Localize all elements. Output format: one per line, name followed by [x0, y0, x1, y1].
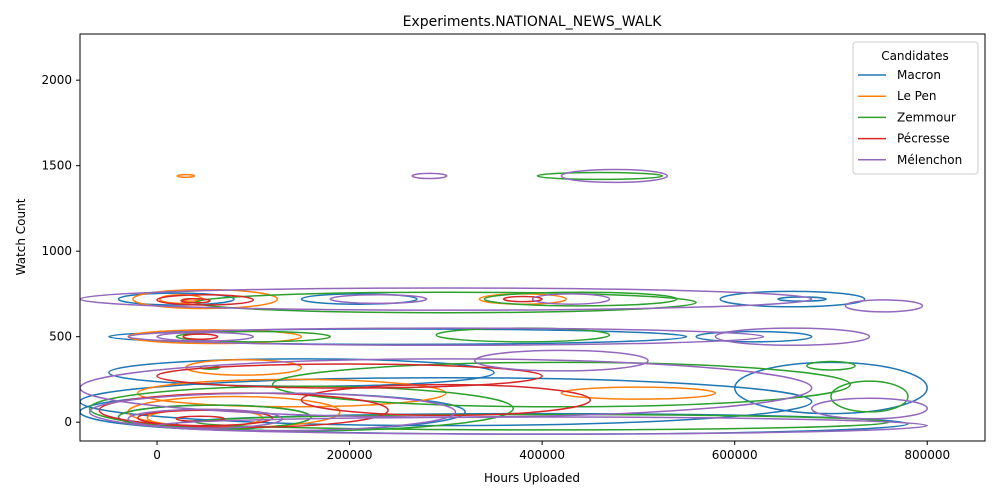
contour-mlenchon-14 — [156, 416, 928, 435]
contour-lepen-4 — [478, 293, 567, 305]
contour-mlenchon-6 — [127, 327, 765, 346]
contour-mlenchon-8 — [156, 331, 255, 342]
contour-mlenchon-7 — [714, 327, 871, 346]
y-tick-label: 1000 — [41, 244, 72, 258]
x-axis-label: Hours Uploaded — [484, 471, 580, 485]
contour-macron-7 — [733, 361, 928, 415]
legend-entry: Le Pen — [897, 89, 936, 103]
contour-mlenchon-4 — [531, 293, 611, 305]
contour-lepen-7 — [560, 386, 717, 400]
x-axis: 0 200000 400000 600000 800000 — [153, 441, 950, 462]
legend-entry: Zemmour — [897, 110, 956, 124]
legend-entry: Pécresse — [897, 132, 950, 146]
contour-mlenchon-11 — [810, 397, 928, 420]
legend-entry: Mélenchon — [897, 153, 962, 167]
y-tick-label: 2000 — [41, 73, 72, 87]
x-tick-label: 800000 — [904, 448, 950, 462]
contour-zemmour-8 — [830, 380, 909, 413]
contour-pcresse-0 — [156, 294, 255, 306]
chart-title: Experiments.NATIONAL_NEWS_WALK — [403, 14, 663, 30]
legend-entry: Macron — [897, 68, 941, 82]
contour-macron-1 — [300, 293, 418, 305]
contour-macron-8 — [80, 376, 813, 427]
contour-layer — [80, 168, 928, 435]
contour-zemmour-5 — [806, 360, 856, 371]
contour-lepen-1 — [132, 288, 279, 310]
contour-macron-4 — [108, 328, 688, 346]
contour-lepen-8 — [137, 378, 447, 408]
x-tick-label: 0 — [153, 448, 161, 462]
legend-title: Candidates — [881, 49, 949, 63]
legend: Candidates Macron Le Pen Zemmour Pécresse Mé… — [852, 41, 979, 175]
contour-mlenchon-9 — [473, 349, 649, 372]
y-axis: 0 500 1000 1500 2000 — [41, 73, 80, 429]
plot-frame — [79, 33, 986, 442]
contour-macron-3 — [777, 296, 827, 302]
contour-mlenchon-1 — [560, 168, 669, 184]
contour-mlenchon-2 — [80, 287, 813, 311]
contour-mlenchon-0 — [411, 172, 448, 180]
contour-macron-5 — [695, 330, 813, 343]
contour-mlenchon-10 — [80, 358, 813, 418]
y-tick-label: 500 — [49, 330, 72, 344]
contour-mlenchon-3 — [329, 294, 428, 305]
y-tick-label: 1500 — [41, 159, 72, 173]
contour-lepen-0 — [176, 173, 196, 179]
contour-pcresse-2 — [502, 295, 543, 303]
x-tick-label: 600000 — [712, 448, 758, 462]
x-tick-label: 400000 — [519, 448, 565, 462]
y-axis-label: Watch Count — [14, 198, 28, 275]
contour-zemmour-7 — [271, 361, 851, 408]
contour-mlenchon-12 — [88, 392, 457, 432]
contour-zemmour-3 — [175, 330, 332, 343]
contour-macron-0 — [117, 292, 235, 306]
contour-zemmour-2 — [483, 291, 678, 307]
x-tick-label: 200000 — [327, 448, 373, 462]
contour-zemmour-0 — [536, 171, 664, 181]
contour-mlenchon-5 — [844, 299, 924, 313]
contour-macron-2 — [719, 290, 866, 308]
y-tick-label: 0 — [64, 415, 72, 429]
contour-pcresse-3 — [182, 333, 219, 341]
contour-pcresse-1 — [180, 297, 211, 304]
contour-pcresse-5 — [300, 383, 592, 417]
